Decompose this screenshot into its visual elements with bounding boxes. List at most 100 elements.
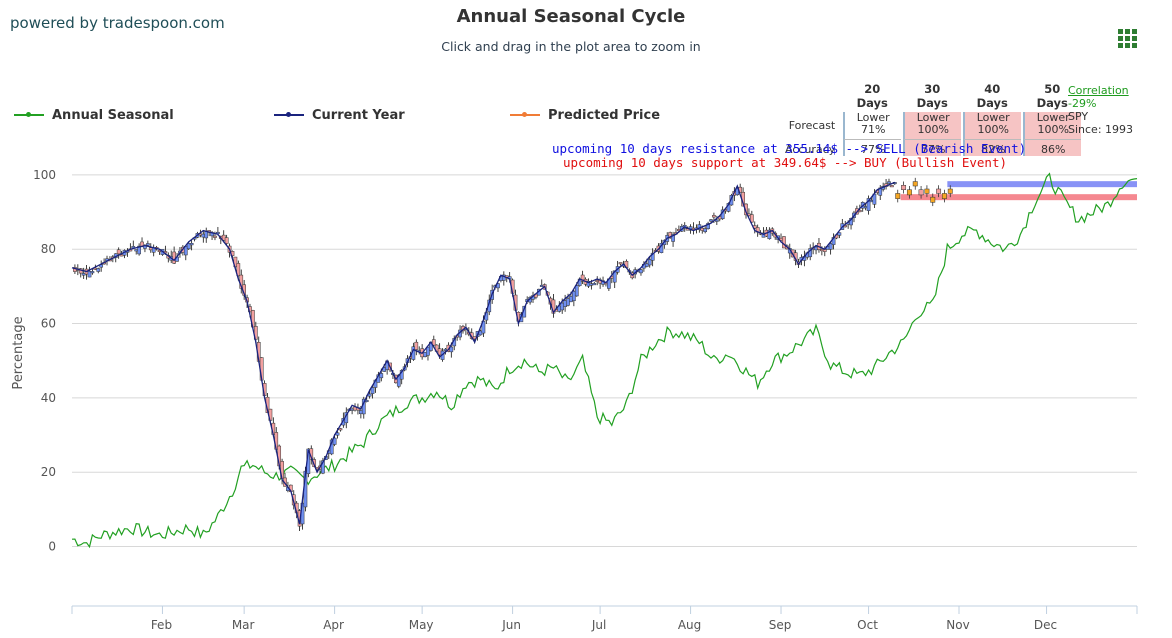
resistance-band bbox=[947, 181, 1137, 188]
predicted-candle bbox=[924, 188, 930, 194]
col-header: 40 Days bbox=[976, 82, 1008, 110]
candle bbox=[224, 237, 229, 244]
candle bbox=[837, 232, 842, 236]
legend-label: Annual Seasonal bbox=[52, 107, 174, 123]
y-tick-label: 60 bbox=[41, 317, 56, 331]
series-annual-seasonal bbox=[71, 172, 1138, 549]
x-tick-label: Feb bbox=[151, 618, 172, 632]
legend-line-icon bbox=[510, 112, 540, 117]
forecast-pct: 100% bbox=[903, 124, 962, 139]
candle bbox=[714, 219, 719, 222]
candle bbox=[332, 437, 337, 445]
x-tick-label: Jul bbox=[591, 618, 606, 632]
candle bbox=[146, 243, 150, 246]
candle bbox=[137, 245, 141, 255]
legend-current-year[interactable]: Current Year bbox=[274, 106, 405, 124]
candle bbox=[592, 283, 597, 286]
x-tick-label: Nov bbox=[946, 618, 969, 632]
forecast-direction: Lower bbox=[903, 112, 962, 124]
candle bbox=[890, 185, 894, 188]
candle bbox=[749, 214, 754, 223]
forecast-pct: 100% bbox=[1023, 124, 1082, 139]
y-tick-label: 40 bbox=[41, 391, 56, 405]
correlation-link[interactable]: Correlation bbox=[1068, 84, 1129, 97]
candle bbox=[709, 219, 713, 222]
x-tick-label: Dec bbox=[1034, 618, 1057, 632]
candle bbox=[449, 346, 454, 353]
candle bbox=[580, 274, 585, 282]
correlation-value: -29% bbox=[1068, 97, 1097, 110]
x-tick-label: Jun bbox=[501, 618, 521, 632]
chart-subtitle: Click and drag in the plot area to zoom … bbox=[441, 39, 701, 54]
accuracy-value: 77% bbox=[843, 139, 902, 156]
predicted-candle bbox=[918, 189, 924, 196]
candle bbox=[574, 285, 579, 297]
candle bbox=[729, 195, 734, 206]
correlation-box: Correlation -29% SPY Since: 1993 bbox=[1068, 84, 1133, 136]
candle bbox=[186, 243, 191, 250]
x-tick-label: Apr bbox=[323, 618, 344, 632]
forecast-direction: Lower bbox=[963, 112, 1022, 124]
candle bbox=[87, 271, 92, 278]
candle bbox=[744, 203, 748, 216]
candle bbox=[370, 387, 375, 394]
predicted-candle bbox=[912, 181, 918, 187]
forecast-table: 20 Days 30 Days 40 Days 50 Days Forecast… bbox=[780, 80, 1083, 156]
candle bbox=[90, 271, 95, 274]
candle bbox=[519, 313, 524, 323]
col-header: 20 Days bbox=[856, 82, 888, 110]
y-tick-label: 80 bbox=[41, 242, 56, 256]
predicted-candle bbox=[906, 189, 912, 196]
accuracy-value: 82% bbox=[963, 139, 1022, 156]
candle bbox=[116, 249, 121, 255]
correlation-since: Since: 1993 bbox=[1068, 123, 1134, 136]
legend-label: Predicted Price bbox=[548, 107, 661, 123]
predicted-candle bbox=[936, 188, 942, 194]
candle bbox=[618, 262, 623, 265]
candle bbox=[887, 181, 891, 184]
col-header: 50 Days bbox=[1036, 82, 1068, 110]
predicted-candle bbox=[941, 193, 947, 199]
legend-line-icon bbox=[14, 112, 44, 117]
x-tick-label: Aug bbox=[678, 618, 701, 632]
legend-annual-seasonal[interactable]: Annual Seasonal bbox=[14, 106, 174, 124]
candle bbox=[379, 373, 384, 379]
x-tick-label: Mar bbox=[232, 618, 255, 632]
candle bbox=[703, 228, 708, 233]
correlation-symbol: SPY bbox=[1068, 110, 1089, 123]
forecast-pct: 71% bbox=[843, 124, 901, 139]
forecast-pct: 100% bbox=[963, 124, 1022, 139]
predicted-candle bbox=[895, 193, 901, 199]
brand-link[interactable]: powered by tradespoon.com bbox=[10, 14, 225, 32]
candle bbox=[367, 393, 372, 397]
resistance-annotation: upcoming 10 days resistance at 355.14$ -… bbox=[552, 141, 1027, 156]
x-tick-label: Sep bbox=[769, 618, 792, 632]
candle bbox=[828, 243, 833, 250]
y-tick-label: 0 bbox=[48, 540, 56, 554]
series-current-year bbox=[71, 181, 896, 525]
candle bbox=[96, 268, 101, 272]
forecast-row-label: Forecast bbox=[788, 118, 836, 132]
candle bbox=[639, 269, 643, 274]
legend-predicted-price[interactable]: Predicted Price bbox=[510, 106, 660, 124]
accuracy-value: 86% bbox=[1023, 139, 1082, 156]
y-tick-label: 20 bbox=[41, 465, 56, 479]
predicted-candle bbox=[947, 188, 953, 194]
candle bbox=[671, 234, 675, 242]
forecast-direction: Lower bbox=[1023, 112, 1082, 124]
candle bbox=[426, 346, 430, 356]
y-axis-label: Percentage bbox=[11, 316, 26, 389]
candle bbox=[189, 243, 194, 246]
candle bbox=[767, 229, 772, 240]
candle bbox=[213, 235, 217, 238]
chart-title: Annual Seasonal Cycle bbox=[456, 6, 686, 27]
predicted-candle bbox=[901, 185, 907, 190]
y-tick-label: 100 bbox=[33, 168, 56, 182]
candle bbox=[712, 215, 716, 218]
menu-grid-icon[interactable] bbox=[1118, 29, 1138, 49]
x-tick-label: May bbox=[409, 618, 434, 632]
candle bbox=[236, 263, 241, 276]
col-header: 30 Days bbox=[916, 82, 948, 110]
accuracy-value: 77% bbox=[903, 139, 962, 156]
